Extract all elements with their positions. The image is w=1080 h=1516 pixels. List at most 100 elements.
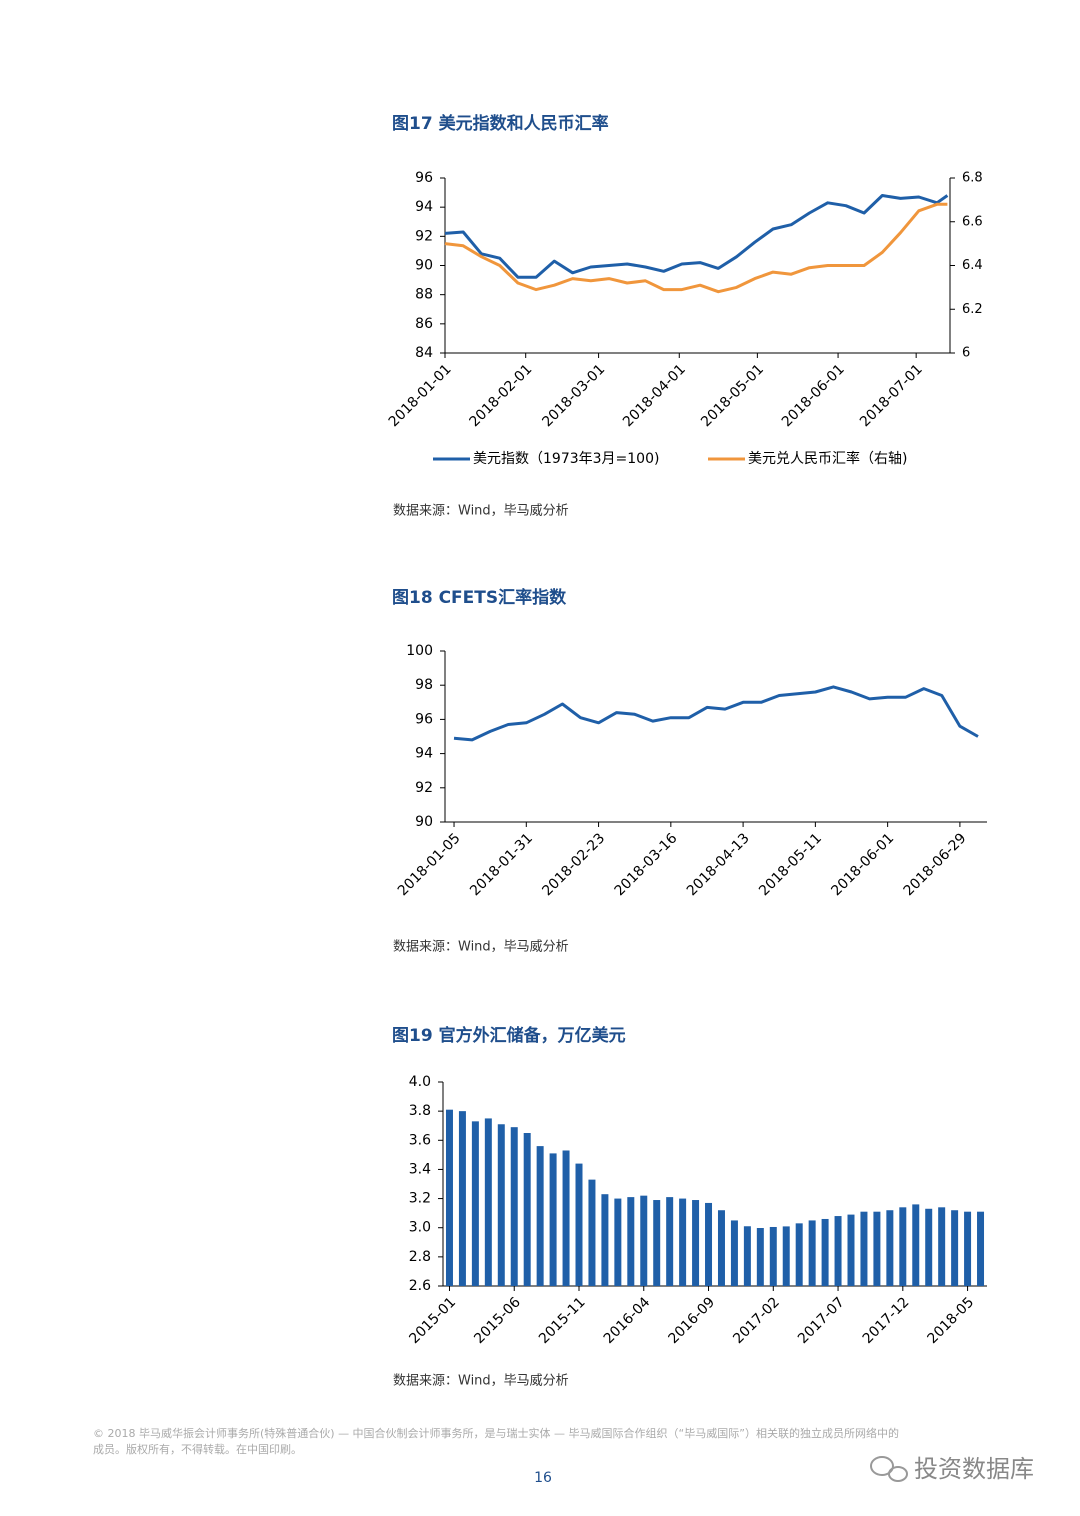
bar (536, 1146, 544, 1286)
bar (562, 1150, 570, 1286)
x-tick-label: 2018-05-11 (756, 830, 825, 899)
bar (977, 1211, 985, 1286)
bar (666, 1197, 674, 1286)
bar (899, 1207, 907, 1286)
x-tick-label: 2018-02-01 (466, 361, 535, 430)
bar (782, 1226, 790, 1286)
y-tick-label: 100 (406, 643, 433, 659)
x-tick-label: 2018-01-01 (386, 361, 455, 430)
line-series (444, 194, 949, 279)
bar (925, 1208, 933, 1286)
bar (497, 1124, 505, 1286)
x-tick-label: 2018-04-13 (684, 830, 753, 899)
y2-tick-label: 6.8 (962, 171, 983, 186)
y-tick-label: 84 (415, 345, 433, 361)
x-tick-label: 2018-06-29 (901, 830, 970, 899)
x-tick-label: 2018-04-01 (620, 361, 689, 430)
bar (821, 1218, 829, 1286)
bar (510, 1127, 518, 1286)
x-tick-label: 2018-01-31 (467, 830, 536, 899)
y-tick-label: 94 (415, 746, 433, 762)
bar (627, 1197, 635, 1286)
source: 数据来源：Wind，毕马威分析 (393, 504, 569, 519)
bar (653, 1200, 661, 1286)
bar (692, 1200, 700, 1286)
chart-title: 图19 官方外汇储备，万亿美元 (392, 1025, 626, 1046)
y-tick-label: 96 (415, 711, 433, 727)
y-tick-label: 2.8 (409, 1249, 431, 1265)
bar (847, 1214, 855, 1286)
legend-label: 美元兑人民币汇率（右轴) (748, 450, 907, 467)
bar (873, 1211, 881, 1286)
bar (756, 1228, 764, 1286)
y2-tick-label: 6.2 (962, 302, 983, 317)
x-tick-label: 2018-07-01 (857, 361, 926, 430)
x-tick-label: 2015-01 (406, 1294, 459, 1347)
bar (549, 1153, 557, 1286)
y-tick-label: 2.6 (409, 1278, 431, 1294)
bar (471, 1121, 479, 1286)
y-tick-label: 90 (415, 814, 433, 830)
bar (886, 1210, 894, 1286)
bar (679, 1198, 687, 1286)
bar (730, 1220, 738, 1286)
x-tick-label: 2016-09 (666, 1294, 719, 1347)
bar (938, 1207, 946, 1286)
x-tick-label: 2018-03-01 (539, 361, 608, 430)
page-number: 16 (534, 1470, 552, 1486)
bar (458, 1111, 466, 1286)
y-tick-label: 3.0 (409, 1220, 431, 1236)
watermark: 投资数据库 (914, 1455, 1034, 1483)
bar (588, 1179, 596, 1286)
y-tick-label: 86 (415, 316, 433, 332)
legend-label: 美元指数（1973年3月=100) (473, 451, 659, 467)
bar (964, 1211, 972, 1286)
copyright: 成员。版权所有，不得转载。在中国印刷。 (93, 1442, 302, 1456)
line-series (444, 202, 948, 294)
bar (717, 1210, 725, 1286)
y-tick-label: 4.0 (409, 1074, 431, 1090)
chart-title: 图18 CFETS汇率指数 (392, 587, 567, 608)
bar (795, 1223, 803, 1286)
bar (705, 1202, 713, 1286)
y-tick-label: 90 (415, 258, 433, 274)
bar (951, 1210, 959, 1286)
line-series (453, 685, 979, 742)
y-tick-label: 3.8 (409, 1103, 431, 1119)
x-tick-label: 2015-06 (471, 1294, 524, 1347)
y-tick-label: 92 (415, 780, 433, 796)
y2-tick-label: 6 (962, 346, 970, 361)
bar (912, 1204, 920, 1286)
y-tick-label: 94 (415, 199, 433, 215)
y-tick-label: 92 (415, 228, 433, 244)
x-tick-label: 2015-11 (536, 1294, 589, 1347)
x-tick-label: 2018-05-01 (698, 361, 767, 430)
source: 数据来源：Wind，毕马威分析 (393, 1374, 569, 1389)
y2-tick-label: 6.4 (962, 258, 983, 273)
x-tick-label: 2018-05 (925, 1294, 978, 1347)
bar (834, 1216, 842, 1286)
bar (769, 1226, 777, 1286)
x-tick-label: 2018-03-16 (612, 830, 681, 899)
x-tick-label: 2018-06-01 (828, 830, 897, 899)
bar (860, 1211, 868, 1286)
bar (445, 1109, 453, 1286)
bar (601, 1194, 609, 1286)
bar (575, 1163, 583, 1286)
x-tick-label: 2016-04 (601, 1294, 654, 1347)
x-tick-label: 2017-02 (730, 1294, 783, 1347)
x-tick-label: 2018-06-01 (779, 361, 848, 430)
bar (614, 1198, 622, 1286)
y-tick-label: 98 (415, 677, 433, 693)
source: 数据来源：Wind，毕马威分析 (393, 940, 569, 955)
x-tick-label: 2017-07 (795, 1294, 848, 1347)
y-tick-label: 3.4 (409, 1161, 431, 1177)
x-tick-label: 2018-01-05 (395, 830, 464, 899)
y-tick-label: 3.2 (409, 1191, 431, 1207)
bar (808, 1220, 816, 1286)
watermark-icon (870, 1456, 908, 1482)
copyright: © 2018 毕马威华振会计师事务所(特殊普通合伙) — 中国合伙制会计师事务所… (93, 1426, 899, 1440)
chart-title: 图17 美元指数和人民币汇率 (392, 113, 609, 134)
y-tick-label: 88 (415, 287, 433, 303)
